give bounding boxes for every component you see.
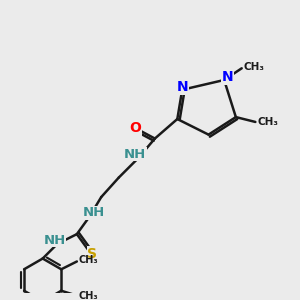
Text: CH₃: CH₃ <box>79 256 98 266</box>
Text: CH₃: CH₃ <box>244 62 265 72</box>
Text: NH: NH <box>43 233 65 247</box>
Text: CH₃: CH₃ <box>257 117 278 127</box>
Text: NH: NH <box>124 148 146 161</box>
Text: NH: NH <box>82 206 104 219</box>
Text: O: O <box>129 121 141 135</box>
Text: N: N <box>221 70 233 84</box>
Text: N: N <box>176 80 188 94</box>
Text: S: S <box>87 247 98 261</box>
Text: CH₃: CH₃ <box>79 291 98 300</box>
